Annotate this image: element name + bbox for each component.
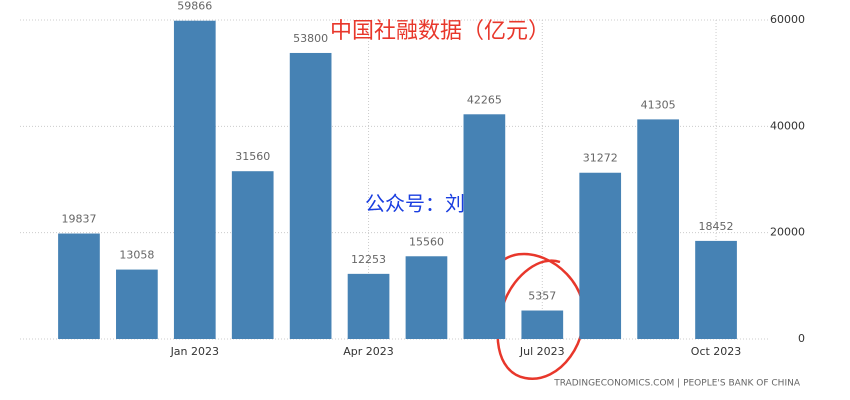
value-label: 13058 (119, 249, 154, 262)
value-label: 18452 (699, 220, 734, 233)
bar (116, 269, 158, 339)
value-label: 5357 (528, 290, 556, 303)
value-label: 42265 (467, 93, 502, 106)
bar (289, 52, 332, 340)
value-label: 31560 (235, 150, 270, 163)
x-tick-label: Apr 2023 (343, 345, 394, 358)
bar (579, 172, 622, 339)
value-label: 31272 (583, 152, 618, 165)
bar (231, 171, 274, 339)
y-tick-label: 40000 (770, 119, 805, 132)
value-label: 15560 (409, 235, 444, 248)
y-tick-label: 60000 (770, 13, 805, 26)
bar (695, 240, 737, 339)
bar (347, 273, 390, 339)
bar (58, 233, 100, 339)
value-label: 53800 (293, 32, 328, 45)
value-label: 19837 (61, 213, 96, 226)
highlight-circle (496, 252, 585, 380)
y-tick-label: 0 (798, 332, 805, 345)
bar (463, 114, 506, 340)
chart-title: 中国社融数据（亿元） (330, 19, 550, 44)
source: TRADINGECONOMICS.COM | PEOPLE'S BANK OF … (553, 379, 801, 389)
value-label: 12253 (351, 253, 386, 266)
bar (173, 20, 216, 339)
bar (405, 256, 448, 339)
bar (637, 119, 679, 339)
value-label: 59866 (177, 0, 212, 13)
x-tick-label: Oct 2023 (691, 345, 742, 358)
x-tick-label: Jan 2023 (170, 345, 219, 358)
bar (521, 310, 564, 339)
value-label: 41305 (641, 98, 676, 111)
x-tick-label: Jul 2023 (519, 345, 565, 358)
y-tick-label: 20000 (770, 226, 805, 239)
